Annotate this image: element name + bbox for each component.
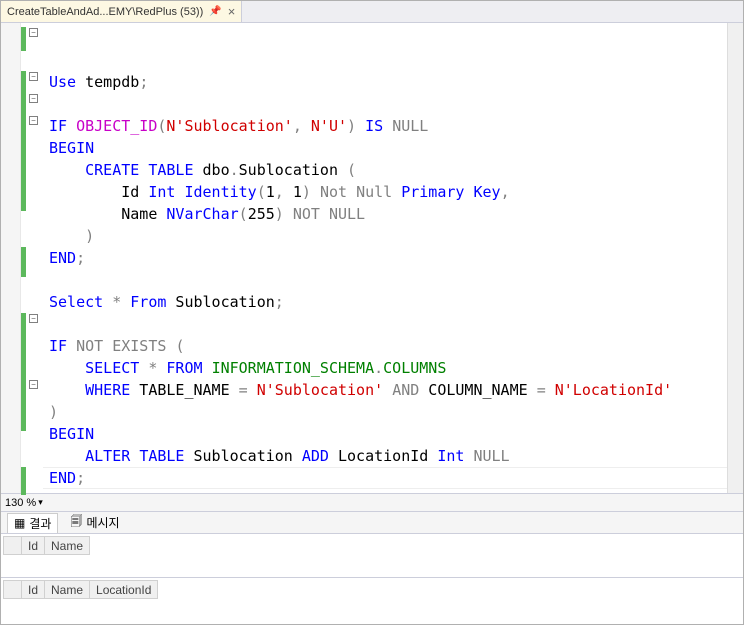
col-header[interactable]: Id: [22, 537, 45, 555]
results-tab-label: 결과: [29, 515, 51, 532]
pin-icon[interactable]: 📌: [209, 6, 221, 17]
col-header[interactable]: Name: [45, 537, 90, 555]
col-header[interactable]: Id: [22, 581, 45, 599]
breakpoint-margin[interactable]: [1, 23, 21, 493]
fold-toggle[interactable]: −: [29, 94, 38, 103]
row-header-blank: [4, 581, 22, 599]
close-icon[interactable]: ×: [228, 4, 236, 19]
zoom-bar: 130 % ▾: [1, 493, 743, 511]
results-tab-bar: ▦ 결과 🗐 메시지: [1, 511, 743, 533]
messages-icon: 🗐: [70, 512, 82, 533]
zoom-value[interactable]: 130 %: [5, 497, 36, 509]
row-header-blank: [4, 537, 22, 555]
messages-tab-label: 메시지: [86, 514, 119, 531]
code-area[interactable]: Use tempdb; IF OBJECT_ID(N'Sublocation',…: [43, 23, 743, 493]
results-grid-2: Id Name LocationId: [1, 577, 743, 621]
fold-gutter: − − − − − −: [27, 23, 43, 493]
code-editor: − − − − − − Use tempdb; IF OBJECT_ID(N'S…: [1, 23, 743, 493]
document-tab[interactable]: CreateTableAndAd...EMY\RedPlus (53)) 📌 ×: [1, 1, 242, 22]
col-header[interactable]: Name: [45, 581, 90, 599]
fold-toggle[interactable]: −: [29, 380, 38, 389]
results-tab[interactable]: ▦ 결과: [7, 513, 58, 533]
fold-toggle[interactable]: −: [29, 72, 38, 81]
fold-toggle[interactable]: −: [29, 116, 38, 125]
chevron-down-icon[interactable]: ▾: [38, 497, 43, 508]
fold-toggle[interactable]: −: [29, 314, 38, 323]
grid-table[interactable]: Id Name: [3, 536, 90, 555]
results-grid-1: Id Name: [1, 533, 743, 577]
messages-tab[interactable]: 🗐 메시지: [70, 512, 119, 533]
grid-icon: ▦: [14, 516, 25, 530]
code-text: Use tempdb; IF OBJECT_ID(N'Sublocation',…: [49, 71, 737, 493]
grid-table[interactable]: Id Name LocationId: [3, 580, 158, 599]
tab-label: CreateTableAndAd...EMY\RedPlus (53)): [7, 6, 203, 18]
tab-bar: CreateTableAndAd...EMY\RedPlus (53)) 📌 ×: [1, 1, 743, 23]
fold-toggle[interactable]: −: [29, 28, 38, 37]
col-header[interactable]: LocationId: [90, 581, 158, 599]
